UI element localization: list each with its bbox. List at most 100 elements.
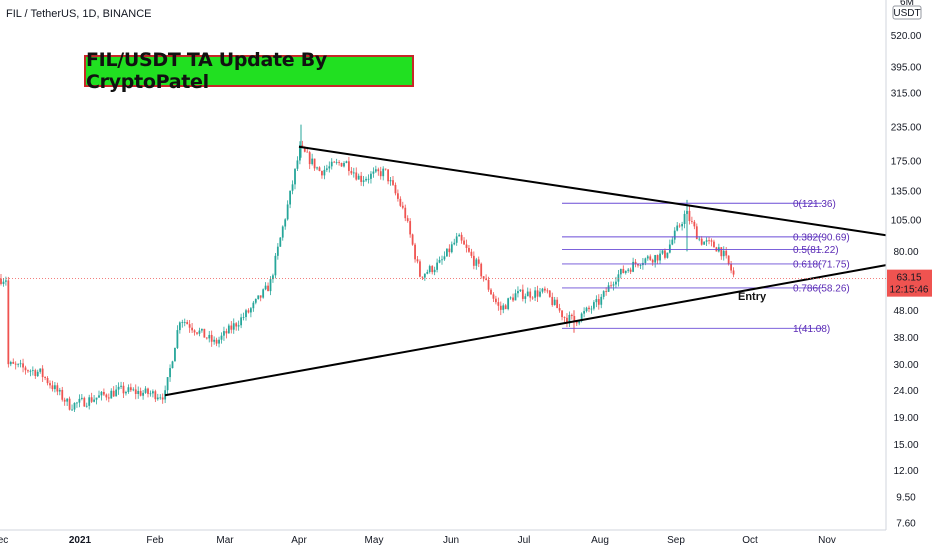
- candle-body: [450, 244, 453, 253]
- unit-label: USDT: [893, 8, 920, 19]
- candle-body: [284, 219, 287, 227]
- candle-body: [183, 322, 186, 323]
- candle-body: [558, 308, 561, 311]
- candle-body: [296, 160, 299, 169]
- y-tick-label: 105.00: [891, 215, 922, 226]
- candle-body: [343, 162, 345, 167]
- candle-body: [66, 398, 69, 402]
- candle-body: [330, 161, 333, 167]
- candle-body: [698, 238, 701, 240]
- candle-body: [90, 397, 93, 402]
- candle-body: [39, 368, 42, 372]
- candle-body: [294, 168, 296, 185]
- candle-body: [460, 234, 463, 241]
- candle-body: [68, 398, 71, 410]
- candle-body: [279, 237, 282, 247]
- candles: [0, 124, 735, 412]
- candle-body: [615, 281, 617, 285]
- candle-body: [311, 158, 314, 165]
- current-price-value: 63.15: [896, 273, 921, 284]
- candle-body: [257, 295, 260, 299]
- candle-body: [56, 385, 59, 392]
- candle-body: [468, 247, 470, 252]
- candle-body: [274, 255, 277, 276]
- candle-body: [472, 255, 475, 266]
- candle-body: [299, 145, 301, 161]
- candle-body: [480, 263, 483, 277]
- candle-body: [649, 256, 652, 260]
- candle-body: [203, 328, 206, 338]
- candle-body: [448, 248, 451, 253]
- candle-body: [637, 263, 639, 266]
- candle-body: [191, 327, 193, 331]
- candle-body: [134, 389, 137, 394]
- candle-body: [198, 330, 201, 334]
- candle-body: [441, 259, 443, 261]
- candle-body: [7, 280, 10, 365]
- candle-body: [362, 180, 365, 182]
- candle-body: [563, 317, 566, 318]
- candle-body: [58, 389, 61, 392]
- y-tick-label: 24.00: [893, 386, 918, 397]
- candle-body: [254, 298, 257, 303]
- candle-body: [117, 386, 120, 390]
- candle-body: [668, 244, 671, 253]
- candle-body: [495, 298, 497, 303]
- candle-body: [512, 297, 514, 301]
- candle-body: [289, 190, 291, 205]
- y-tick-label: 315.00: [891, 89, 922, 100]
- candle-body: [600, 296, 603, 305]
- candle-body: [259, 295, 262, 298]
- y-tick-label: 175.00: [891, 157, 922, 168]
- candle-body: [651, 259, 654, 263]
- candle-body: [210, 334, 213, 342]
- candle-body: [176, 330, 179, 348]
- candle-body: [186, 322, 189, 325]
- candle-body: [323, 169, 326, 176]
- candle-body: [201, 328, 203, 331]
- candle-body: [659, 253, 661, 261]
- candle-body: [107, 397, 110, 399]
- candle-body: [301, 145, 304, 148]
- support-trendline: [164, 264, 887, 397]
- time-axis[interactable]: ec 2021 Feb Mar Apr May Jun Jul Aug Sep Oct Nov: [0, 529, 886, 546]
- candle-body: [372, 171, 375, 174]
- candle-body: [142, 392, 144, 396]
- candle-body: [350, 170, 353, 174]
- y-tick-label: 30.00: [893, 360, 918, 371]
- candle-body: [316, 167, 318, 169]
- candle-body: [110, 390, 113, 399]
- candle-body: [85, 405, 88, 407]
- countdown-value: 12:15:46: [890, 285, 929, 296]
- candle-body: [695, 226, 698, 240]
- candle-body: [519, 289, 522, 292]
- x-tick-label: Nov: [818, 535, 836, 546]
- candle-body: [139, 390, 142, 396]
- candle-body: [267, 285, 269, 292]
- candle-body: [720, 247, 723, 257]
- candle-body: [521, 289, 524, 299]
- candle-body: [392, 180, 394, 185]
- candle-body: [27, 370, 29, 372]
- candle-body: [213, 339, 216, 342]
- resistance-trendline: [298, 145, 887, 237]
- candle-body: [93, 399, 95, 402]
- candle-body: [220, 335, 223, 340]
- candle-body: [19, 363, 22, 365]
- candle-body: [593, 302, 595, 309]
- candle-body: [583, 311, 585, 314]
- candle-body: [646, 256, 649, 259]
- candle-body: [149, 393, 152, 395]
- candle-body: [693, 221, 696, 227]
- title-banner: FIL/USDT TA Update By CryptoPatel: [84, 49, 414, 93]
- candle-body: [345, 161, 348, 163]
- candle-body: [551, 296, 554, 305]
- candle-body: [360, 175, 363, 182]
- candle-body: [477, 259, 480, 264]
- fib-level-label: 0.382(90.69): [793, 232, 850, 243]
- candle-body: [406, 218, 409, 222]
- candle-body: [502, 305, 505, 310]
- candle-body: [455, 236, 458, 243]
